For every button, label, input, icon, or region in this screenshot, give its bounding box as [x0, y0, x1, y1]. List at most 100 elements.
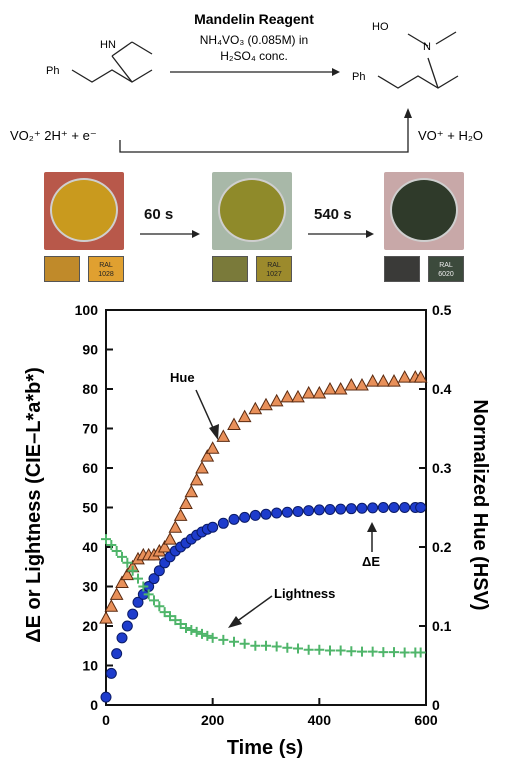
delta-e-point	[377, 502, 389, 513]
x-tick-label: 600	[414, 712, 438, 728]
reagent-line-1: NH₄VO₃ (0.085M) in	[200, 33, 308, 47]
lightness-point	[202, 630, 213, 641]
dish-60s	[218, 178, 286, 242]
delta-e-point	[207, 521, 219, 533]
hue-point	[301, 385, 316, 399]
y-left-tick-label: 20	[82, 618, 98, 634]
lightness-point	[159, 607, 170, 618]
hue-point	[163, 532, 177, 545]
hue-point	[333, 381, 348, 395]
delta-e-point	[153, 565, 165, 577]
delta-e-point	[415, 502, 427, 513]
lightness-point	[170, 615, 181, 626]
hue-point	[189, 472, 204, 486]
series-lightness	[101, 534, 426, 658]
lightness-point	[149, 595, 159, 606]
delta-e-point	[116, 632, 128, 644]
dish-540s	[390, 178, 458, 242]
lightness-point	[191, 626, 202, 637]
reaction-scheme: HN Ph Mandelin Reagent NH₄VO₃ (0.085M) i…	[10, 11, 483, 153]
lightness-point	[127, 565, 138, 576]
hue-point	[323, 381, 337, 395]
hue-point	[157, 539, 172, 553]
y-right-tick-label: 0	[432, 697, 440, 713]
annotation-lightness: Lightness	[274, 586, 335, 601]
right-ph-label: Ph	[352, 71, 365, 83]
lightness-point	[303, 644, 314, 655]
y-right-tick-label: 0.3	[432, 460, 452, 476]
lightness-point	[271, 641, 282, 652]
lightness-point	[138, 581, 149, 592]
step-label-540s: 540 s	[314, 206, 352, 223]
hue-point	[387, 374, 401, 387]
hue-point	[344, 378, 359, 391]
swatch-3a	[384, 256, 420, 282]
lightness-point	[325, 645, 335, 656]
photo-540s	[384, 172, 464, 250]
hue-point	[376, 374, 391, 387]
lightness-point	[346, 646, 357, 657]
photo-initial	[44, 172, 124, 250]
delta-e-point	[121, 620, 133, 632]
y-axis-label-left: ΔE or Lightness (CIE–L*a*b*)	[23, 367, 45, 643]
lightness-point	[133, 573, 143, 584]
delta-e-point	[335, 503, 347, 515]
left-ph-label: Ph	[46, 65, 59, 77]
hue-point	[184, 484, 199, 498]
y-left-tick-label: 40	[82, 539, 98, 555]
delta-e-point	[399, 502, 411, 513]
step-arrow-1	[140, 230, 200, 238]
lightness-point	[261, 640, 271, 651]
y-left-tick-label: 100	[75, 302, 99, 318]
hue-point	[99, 611, 113, 624]
hue-point	[227, 417, 241, 431]
x-tick-label: 0	[102, 712, 110, 728]
hue-point	[355, 378, 369, 391]
delta-e-point	[228, 513, 240, 525]
reaction-arrow-head	[332, 68, 340, 76]
hue-point	[120, 567, 135, 581]
lightness-point	[415, 647, 426, 658]
half-reaction-line	[119, 116, 409, 153]
lightness-point	[378, 647, 389, 658]
lightness-point	[293, 643, 303, 654]
chart-axes: 0 200 400 600010203040506070809010000.10.20…	[75, 302, 452, 728]
swatch-1a	[44, 256, 80, 282]
lightness-point	[111, 545, 122, 556]
lightness-point	[101, 534, 111, 545]
swatch-2b: RAL 1027	[256, 256, 292, 282]
step-label-60s: 60 s	[144, 206, 174, 223]
y-left-tick-label: 60	[82, 460, 98, 476]
lightness-point	[197, 628, 207, 639]
half-reaction-right: VO⁺ + H₂O	[418, 128, 483, 143]
swatch-2a	[212, 256, 248, 282]
delta-e-point	[303, 505, 315, 517]
lightness-point	[218, 634, 229, 645]
y-right-tick-label: 0.1	[432, 618, 452, 634]
delta-e-point	[148, 573, 160, 585]
delta-e-point	[388, 502, 400, 513]
hue-point	[259, 397, 273, 411]
scheme-title: Mandelin Reagent	[194, 11, 314, 27]
lightness-point	[175, 619, 186, 630]
lightness-point	[282, 642, 293, 653]
y-right-tick-label: 0.2	[432, 539, 452, 555]
lightness-point	[154, 601, 165, 612]
x-tick-label: 200	[201, 712, 225, 728]
step-arrow-2	[308, 230, 374, 238]
delta-e-point	[324, 503, 336, 515]
lightness-point	[239, 638, 250, 649]
delta-e-point	[345, 503, 357, 515]
x-tick-label: 400	[308, 712, 332, 728]
lightness-point	[229, 636, 239, 647]
lightness-point	[117, 551, 127, 562]
dish-initial	[50, 178, 118, 242]
y-left-tick-label: 70	[82, 421, 98, 437]
delta-e-point	[217, 517, 229, 529]
ral-label-2: RAL 1027	[266, 262, 282, 278]
hue-point	[365, 374, 380, 387]
reagent-line-2: H₂SO₄ conc.	[220, 49, 288, 63]
lightness-point	[250, 640, 261, 651]
hue-point	[280, 389, 295, 403]
delta-e-point	[105, 667, 117, 679]
